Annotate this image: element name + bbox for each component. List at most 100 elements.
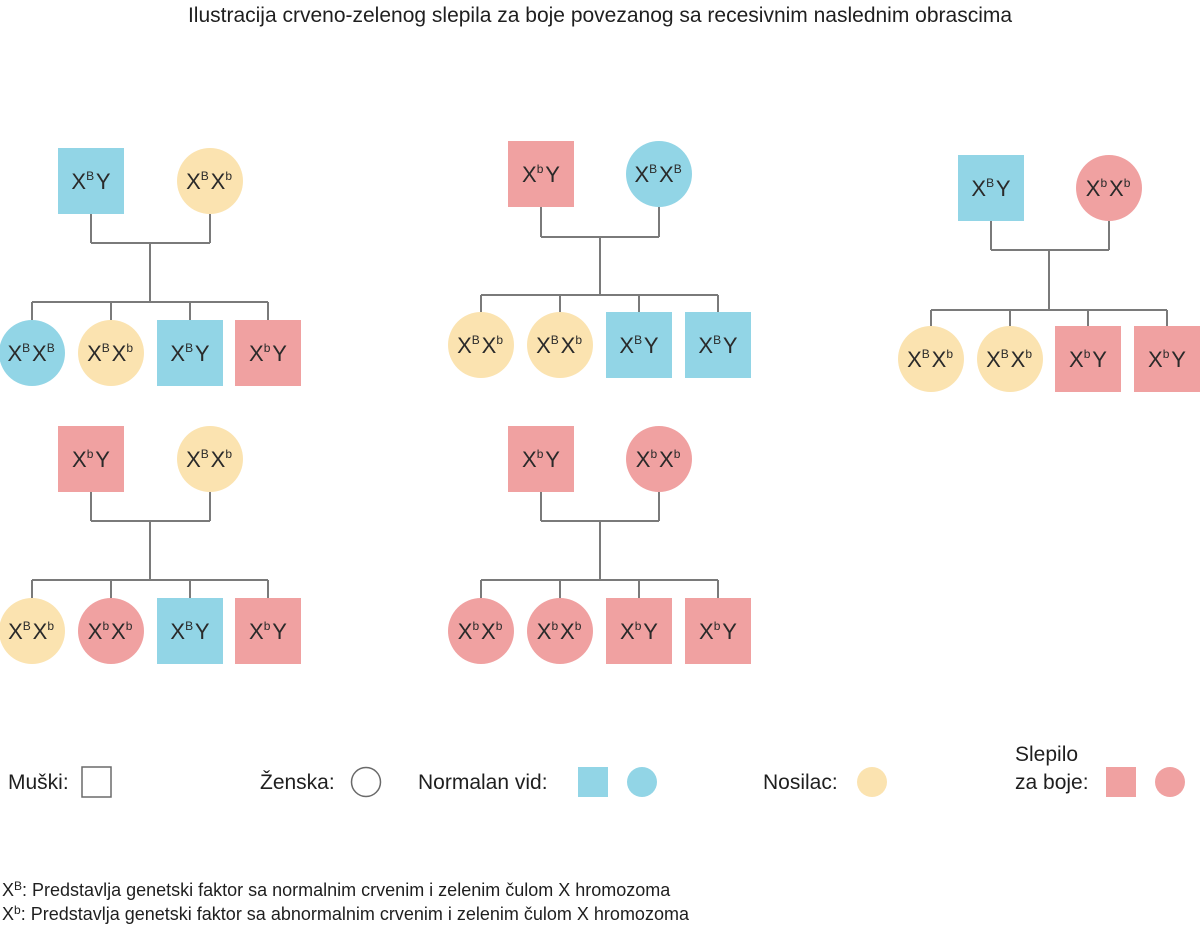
family-3-child-3-square (1055, 326, 1121, 392)
family-1-child-1-genotype: XB XB (7, 341, 56, 366)
family-2-child-2: XB Xb (527, 312, 593, 378)
legend-female-label: Ženska: (260, 771, 335, 794)
legend-normal-circle (627, 767, 657, 797)
family-4-father-square (58, 426, 124, 492)
family-5-mother-genotype: Xb Xb (636, 447, 682, 472)
family-5-mother: Xb Xb (626, 426, 692, 492)
legend-normal-label: Normalan vid: (418, 771, 548, 794)
family-3-child-4: Xb Y (1134, 326, 1200, 392)
family-2-child-4: XB Y (685, 312, 751, 378)
family-5-child-4-genotype: Xb Y (699, 619, 737, 644)
family-4-child-2-circle (78, 598, 144, 664)
family-3-child-2: XB Xb (977, 326, 1043, 392)
family-2-child-3-square (606, 312, 672, 378)
family-4-child-1: XB Xb (0, 598, 65, 664)
family-4-child-3: XB Y (157, 598, 223, 664)
legend-swatches (81, 766, 1185, 798)
footnote-recessive: Xb: Predstavlja genetski faktor sa abnor… (2, 903, 689, 925)
family-1-child-3: XB Y (157, 320, 223, 386)
family-5-father-genotype: Xb Y (522, 447, 560, 472)
footnote-dominant-sup: B (14, 879, 23, 893)
family-2-child-4-square (685, 312, 751, 378)
family-5-child-1: Xb Xb (448, 598, 514, 664)
family-2-child-1: XB Xb (448, 312, 514, 378)
family-2-father-square (508, 141, 574, 207)
family-3-child-3-genotype: Xb Y (1069, 347, 1107, 372)
family-1-child-1: XB XB (0, 320, 65, 386)
family-2-child-1-genotype: XB Xb (457, 333, 505, 358)
family-4-child-1-genotype: XB Xb (8, 619, 56, 644)
family-2-father: Xb Y (508, 141, 574, 207)
family-1-mother-circle (177, 148, 243, 214)
family-5-child-4-square (685, 598, 751, 664)
family-1-mother: XB Xb (177, 148, 243, 214)
family-3-father-square (958, 155, 1024, 221)
family-3-child-1-circle (898, 326, 964, 392)
family-1-child-4-square (235, 320, 301, 386)
family-5-mother-circle (626, 426, 692, 492)
family-2-mother-circle (626, 141, 692, 207)
legend-blind-square (1106, 767, 1136, 797)
legend-carrier-circle (857, 767, 887, 797)
legend-blind-label-line1: Slepilo (1015, 743, 1079, 766)
family-1-mother-genotype: XB Xb (186, 169, 234, 194)
family-2-child-2-genotype: XB Xb (536, 333, 584, 358)
family-4-child-2-genotype: Xb Xb (88, 619, 134, 644)
family-3-father: XB Y (958, 155, 1024, 221)
family-4-mother: XB Xb (177, 426, 243, 492)
family-5-father-square (508, 426, 574, 492)
family-3-mother-circle (1076, 155, 1142, 221)
footnote-recessive-text: : Predstavlja genetski faktor sa abnorma… (20, 904, 689, 924)
footnote-recessive-sup: b (14, 903, 21, 917)
family-5-child-3-square (606, 598, 672, 664)
family-1-father-genotype: XB Y (71, 169, 111, 194)
family-1-child-4-genotype: Xb Y (249, 341, 287, 366)
family-1-child-4: Xb Y (235, 320, 301, 386)
family-4-father-genotype: Xb Y (72, 447, 110, 472)
legend-blind-label-line2: za boje: (1015, 771, 1089, 794)
family-5-child-3-genotype: Xb Y (620, 619, 658, 644)
family-1-child-3-square (157, 320, 223, 386)
family-5-child-1-circle (448, 598, 514, 664)
legend-male-square (81, 766, 112, 798)
family-2-child-3: XB Y (606, 312, 672, 378)
connector-lines (31, 207, 1168, 598)
family-1-child-3-genotype: XB Y (170, 341, 210, 366)
family-3-child-2-circle (977, 326, 1043, 392)
family-1-child-2-genotype: XB Xb (87, 341, 135, 366)
family-3-child-2-genotype: XB Xb (986, 347, 1034, 372)
family-3-mother: Xb Xb (1076, 155, 1142, 221)
pedigree-symbols: XB Y XB Xb XB XB XB Xb XB Y Xb YXb Y XB XB … (0, 141, 1200, 664)
footnote-dominant-text: : Predstavlja genetski faktor sa normaln… (22, 880, 671, 900)
family-3-father-genotype: XB Y (971, 176, 1011, 201)
family-5-child-2-genotype: Xb Xb (537, 619, 583, 644)
family-4-child-1-circle (0, 598, 65, 664)
family-4-child-2: Xb Xb (78, 598, 144, 664)
diagram-title: Ilustracija crveno-zelenog slepila za bo… (187, 4, 1013, 27)
footnote-dominant-base: X (2, 880, 15, 900)
family-4-child-4-square (235, 598, 301, 664)
footnote-recessive-base: X (2, 904, 15, 924)
family-1-child-1-circle (0, 320, 65, 386)
family-4-child-3-square (157, 598, 223, 664)
legend-blind-circle (1155, 767, 1185, 797)
family-2-child-1-circle (448, 312, 514, 378)
family-4-father: Xb Y (58, 426, 124, 492)
family-4-child-4-genotype: Xb Y (249, 619, 287, 644)
family-2-child-4-genotype: XB Y (698, 333, 738, 358)
footnote-dominant: XB: Predstavlja genetski faktor sa norma… (2, 879, 670, 901)
family-1-child-2: XB Xb (78, 320, 144, 386)
family-3-child-4-genotype: Xb Y (1148, 347, 1186, 372)
family-5-child-4: Xb Y (685, 598, 751, 664)
family-4-child-3-genotype: XB Y (170, 619, 210, 644)
family-2-child-3-genotype: XB Y (619, 333, 659, 358)
family-5-child-3: Xb Y (606, 598, 672, 664)
family-5-child-1-genotype: Xb Xb (458, 619, 504, 644)
family-2-child-2-circle (527, 312, 593, 378)
family-4-mother-genotype: XB Xb (186, 447, 234, 472)
family-5-father: Xb Y (508, 426, 574, 492)
family-3-child-4-square (1134, 326, 1200, 392)
family-3-child-3: Xb Y (1055, 326, 1121, 392)
family-5-child-2-circle (527, 598, 593, 664)
family-4-child-4: Xb Y (235, 598, 301, 664)
